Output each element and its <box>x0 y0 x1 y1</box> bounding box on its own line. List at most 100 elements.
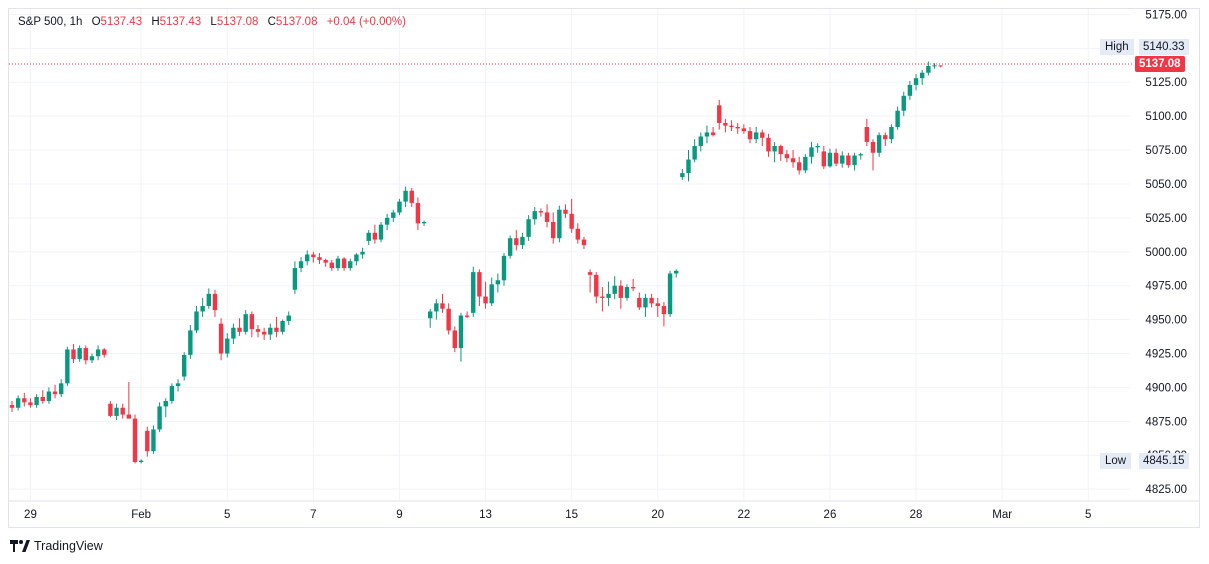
candle-body <box>649 297 654 304</box>
candle-body <box>581 239 587 246</box>
candle-body <box>618 285 624 298</box>
y-tick-label: 5100.00 <box>1145 111 1187 123</box>
y-tick-label: 4825.00 <box>1145 484 1187 496</box>
candle-body <box>52 391 58 395</box>
candle-body <box>188 330 193 355</box>
candle-body <box>83 348 88 361</box>
candle-body <box>22 398 27 403</box>
candle-body <box>360 251 365 255</box>
candle-body <box>65 349 70 384</box>
candle-body <box>606 293 611 298</box>
candle-body <box>643 297 648 308</box>
candle-body <box>600 296 605 298</box>
candle-body <box>920 72 925 79</box>
low-value: 5137.08 <box>216 16 259 28</box>
candle-body <box>883 135 888 140</box>
x-tick-label: 28 <box>910 509 923 521</box>
x-tick-label: 13 <box>479 509 492 521</box>
candle-body <box>772 145 777 152</box>
candle-body <box>421 221 427 224</box>
candle-body <box>797 162 802 171</box>
last-price-badge: 5137.08 <box>1135 56 1185 72</box>
candle-body <box>378 224 384 240</box>
candle-body <box>108 403 113 416</box>
y-tick-label: 4875.00 <box>1145 416 1187 428</box>
candle-body <box>563 209 568 214</box>
candle-body <box>544 212 550 222</box>
candle-body <box>415 202 421 224</box>
candle-body <box>852 155 857 165</box>
candle-body <box>704 132 710 137</box>
x-tick-label: 15 <box>565 509 578 521</box>
high-label: H <box>151 16 160 28</box>
candle-body <box>268 327 273 335</box>
candle-body <box>458 315 464 349</box>
candle-body <box>471 272 476 313</box>
candle-body <box>452 330 457 349</box>
candle-body <box>674 270 679 274</box>
candle-body <box>520 236 525 246</box>
candle-body <box>766 137 771 152</box>
symbol-name[interactable]: S&P 500 <box>18 16 64 28</box>
candle-body <box>778 145 783 155</box>
candle-body <box>243 314 248 332</box>
candle-body <box>538 211 544 213</box>
candle-body <box>71 349 76 359</box>
candle-body <box>354 254 359 262</box>
candle-body <box>206 293 211 307</box>
tradingview-logo-icon <box>10 540 30 552</box>
candle-body <box>114 407 119 416</box>
candle-body <box>249 314 255 330</box>
candle-body <box>612 285 617 294</box>
y-axis[interactable]: 4825.004850.004875.004900.004925.004950.… <box>1145 9 1187 496</box>
candle-body <box>735 127 740 129</box>
tradingview-logo[interactable]: TradingView <box>10 539 103 553</box>
y-tick-label: 4950.00 <box>1145 315 1187 327</box>
interval-label[interactable]: 1h <box>69 16 83 28</box>
candle-body <box>120 407 125 415</box>
y-tick-label: 5175.00 <box>1145 9 1187 21</box>
candle-body <box>809 147 814 157</box>
close-label: C <box>267 16 276 28</box>
low-marker-value: 4845.15 <box>1139 453 1189 469</box>
y-tick-label: 5075.00 <box>1145 145 1187 157</box>
candle-body <box>95 349 101 357</box>
candle-body <box>827 152 833 167</box>
x-axis[interactable]: 29 Feb 5 7 9 13 15 20 22 26 28 Mar 5 <box>24 509 1091 521</box>
candle-body <box>587 272 593 275</box>
candle-body <box>182 354 187 377</box>
candle-body <box>680 173 685 178</box>
candle-body <box>163 400 168 407</box>
candle-body <box>932 65 937 67</box>
candle-body <box>40 396 45 401</box>
candle-body <box>194 311 199 331</box>
candle-body <box>348 261 353 269</box>
candle-body <box>28 402 33 406</box>
candle-body <box>157 406 162 430</box>
candle-body <box>864 127 870 142</box>
candle-body <box>753 132 759 140</box>
candle-body <box>274 327 279 332</box>
candle-body <box>132 418 138 463</box>
candle-body <box>335 258 341 269</box>
low-label: L <box>210 16 217 28</box>
candle-body <box>237 327 242 332</box>
candle-body <box>298 261 304 269</box>
candle-body <box>507 238 513 256</box>
candle-body <box>692 145 697 160</box>
candle-body <box>870 141 876 153</box>
x-tick-label: Feb <box>131 509 151 521</box>
open-label: O <box>91 16 101 28</box>
candle-body <box>821 151 826 167</box>
candle-body <box>231 327 236 339</box>
candle-body <box>175 383 181 387</box>
y-tick-label: 4925.00 <box>1145 349 1187 361</box>
x-tick-label: 29 <box>24 509 37 521</box>
candle-body <box>323 259 328 263</box>
candle-body <box>126 414 132 419</box>
candle-body <box>341 258 347 269</box>
candle-body <box>889 127 894 140</box>
candle-body <box>514 238 519 246</box>
candle-body <box>575 228 580 240</box>
